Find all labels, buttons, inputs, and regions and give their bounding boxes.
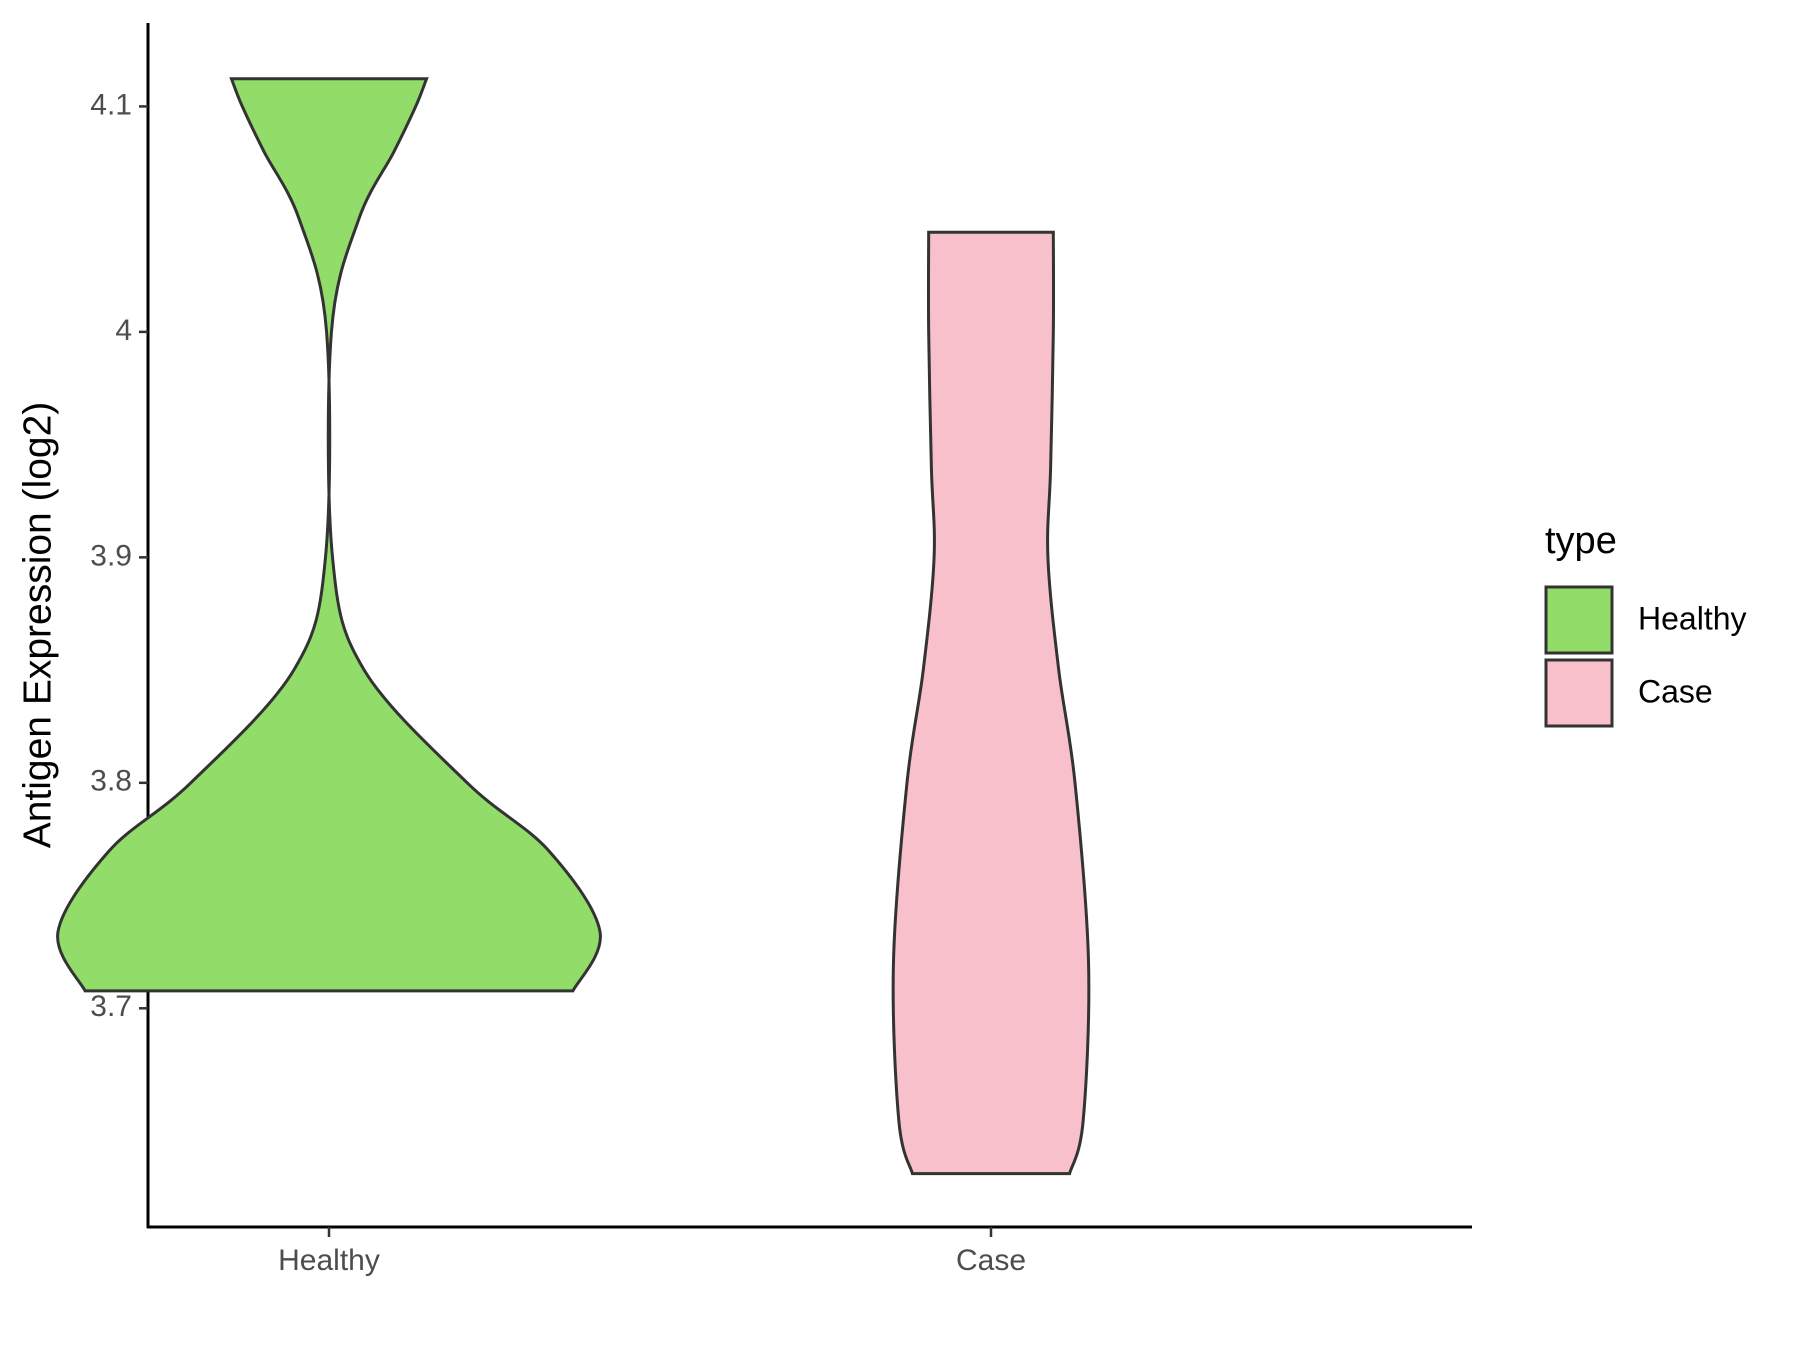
y-tick-label: 3.7 <box>90 990 132 1023</box>
y-axis-label: Antigen Expression (log2) <box>16 402 59 849</box>
legend-label: Healthy <box>1638 600 1747 636</box>
legend-title: type <box>1545 520 1617 562</box>
legend-label: Case <box>1638 673 1713 709</box>
x-tick-label: Case <box>956 1244 1026 1277</box>
violin <box>891 230 1091 1176</box>
y-tick-label: 3.9 <box>90 539 132 572</box>
legend-swatch <box>1544 585 1614 655</box>
violin <box>56 77 602 993</box>
x-tick-label: Healthy <box>278 1244 380 1277</box>
y-tick-label: 4 <box>115 314 132 347</box>
y-tick-label: 3.8 <box>90 765 132 798</box>
y-tick-label: 4.1 <box>90 88 132 121</box>
legend-swatch <box>1544 658 1614 728</box>
